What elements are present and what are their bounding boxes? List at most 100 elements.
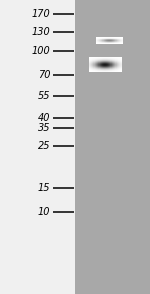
Bar [96,65,97,66]
Bar [99,65,100,66]
Bar [112,63,113,64]
Bar [103,70,104,71]
Bar [109,58,110,59]
Bar [90,70,91,71]
Bar [98,42,99,43]
Bar [114,67,115,68]
Bar [113,67,114,68]
Bar [93,64,94,65]
Bar [89,58,90,59]
Bar [109,62,110,63]
Bar [113,43,114,44]
Bar [88,65,89,66]
Bar [108,43,109,44]
Bar [117,38,118,39]
Bar [113,63,114,64]
Bar [111,42,112,43]
Bar [109,63,110,64]
Bar [121,57,122,58]
Text: 10: 10 [38,207,50,217]
Bar [99,62,100,63]
Bar [114,69,115,70]
Bar [112,70,113,71]
Bar [120,42,121,43]
Bar [114,43,115,44]
Text: 100: 100 [32,46,50,56]
Bar [108,71,109,72]
Bar [115,57,116,58]
Bar [120,58,121,59]
Bar [117,65,118,66]
Bar [115,39,116,40]
Bar [107,60,108,61]
Bar [97,42,98,43]
Bar [112,67,113,68]
Bar [92,62,93,63]
Bar [113,60,114,61]
Bar [101,60,102,61]
Bar [103,71,104,72]
Bar [88,64,89,65]
Bar [105,61,106,62]
Bar [104,42,105,43]
Bar [109,66,110,67]
Bar [100,39,101,40]
Bar [101,67,102,68]
Bar [88,61,89,62]
Bar [118,71,119,72]
Bar [116,60,117,61]
Bar [99,43,100,44]
Bar [122,40,123,41]
Bar [96,39,97,40]
Bar [96,41,97,42]
Bar [106,63,107,64]
Bar [95,70,96,71]
Bar [90,69,91,70]
Bar [118,69,119,70]
Bar [116,61,117,62]
Bar [92,69,93,70]
Bar [92,70,93,71]
Bar [105,66,106,67]
Bar [107,65,108,66]
Bar [101,43,102,44]
Bar [103,37,104,38]
Bar [109,69,110,70]
Bar [106,60,107,61]
Bar [119,65,120,66]
Bar [105,69,106,70]
Bar [116,40,117,41]
Bar [96,60,97,61]
Bar [98,70,99,71]
Bar [103,38,104,39]
Bar [104,57,105,58]
Bar [106,69,107,70]
Bar [103,40,104,41]
Bar [110,40,111,41]
Bar [97,66,98,67]
Bar [103,37,104,38]
Bar [112,57,113,58]
Bar [119,59,120,60]
Text: 25: 25 [38,141,50,151]
Bar [100,62,101,63]
Bar [119,63,120,64]
Bar [107,66,108,67]
Bar [92,64,93,65]
Bar [121,43,122,44]
Bar [92,59,93,60]
Bar [105,39,106,40]
Bar [110,70,111,71]
Bar [122,42,123,43]
Bar [114,38,115,39]
Bar [118,43,119,44]
Bar [116,71,117,72]
Bar [117,69,118,70]
Text: 55: 55 [38,91,50,101]
Bar [114,64,115,65]
Bar [92,65,93,66]
Bar [103,68,104,69]
Bar [96,71,97,72]
Bar [106,40,107,41]
Bar [111,38,112,39]
